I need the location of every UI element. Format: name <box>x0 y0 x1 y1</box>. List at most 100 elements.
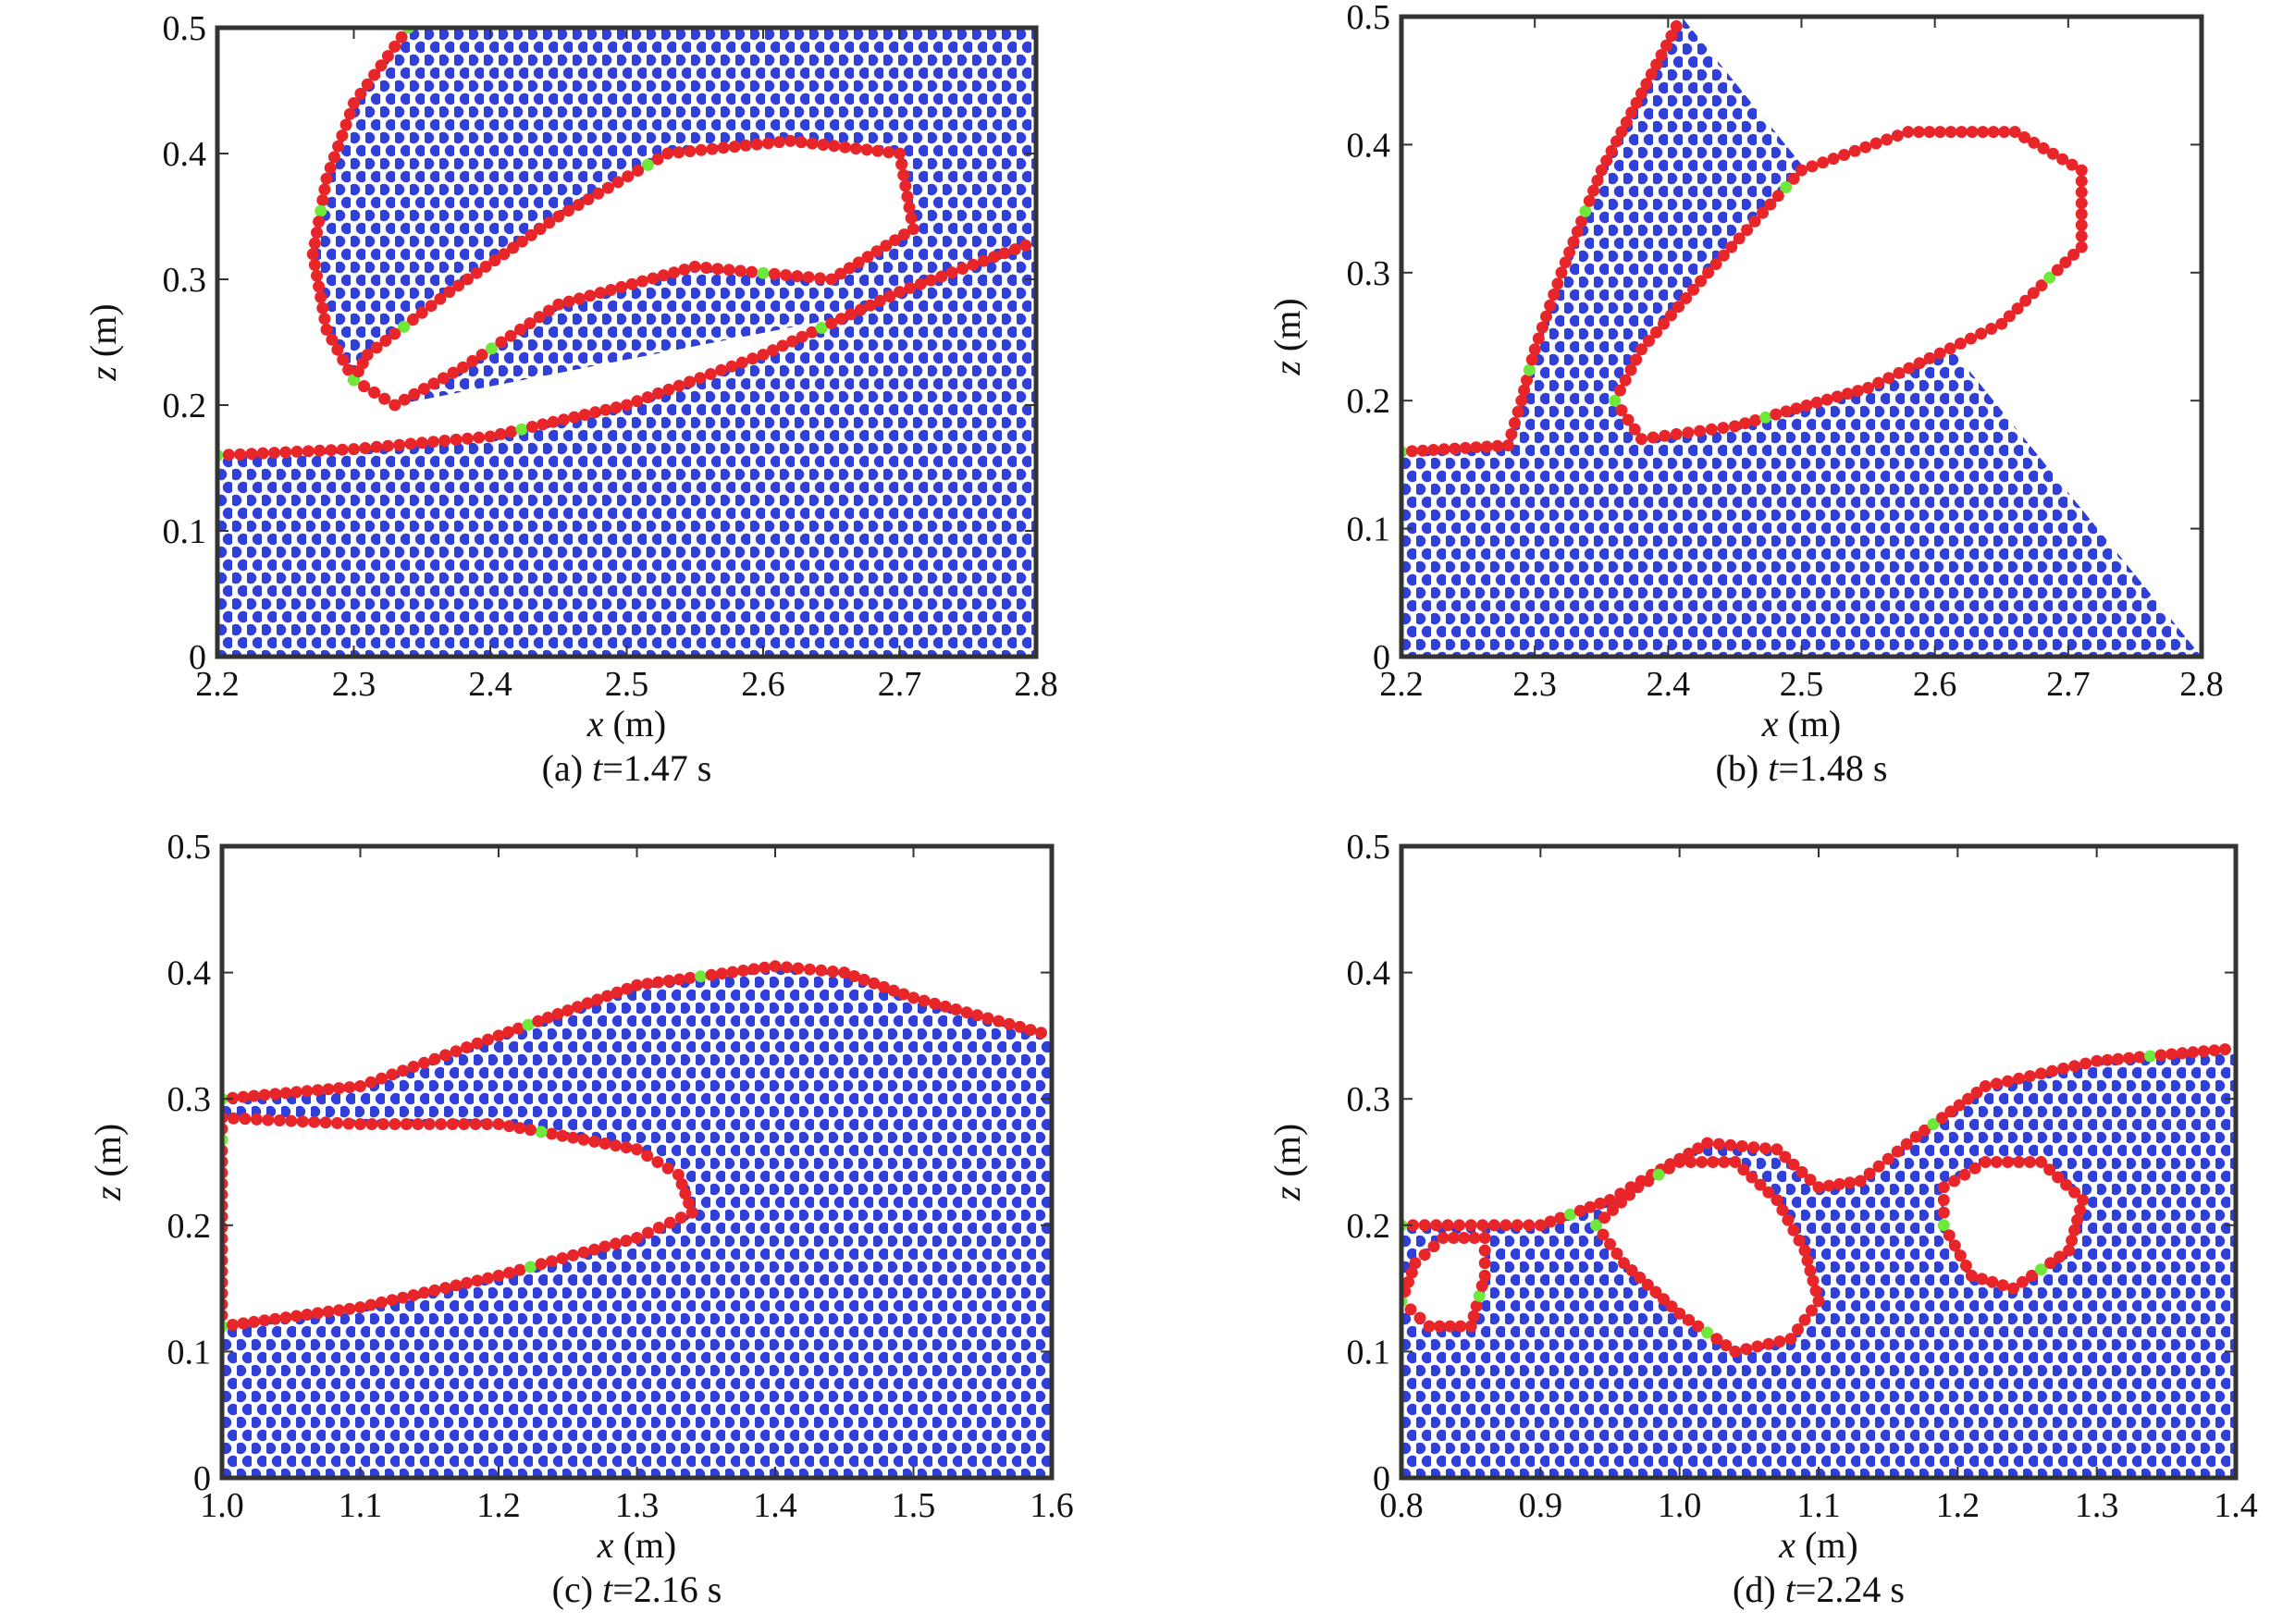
transition-particle <box>1579 204 1592 217</box>
surface-particle <box>381 439 394 452</box>
surface-particle <box>2197 1045 2210 1058</box>
surface-particle <box>498 248 511 261</box>
panel-caption: (a) t=1.47 s <box>542 747 712 789</box>
surface-particle <box>625 277 638 290</box>
surface-particle <box>903 201 916 214</box>
surface-particle <box>1014 1020 1026 1033</box>
surface-particle <box>234 448 247 461</box>
surface-particle <box>1453 1219 1466 1232</box>
surface-particle <box>1559 256 1572 269</box>
surface-particle <box>897 988 910 1001</box>
surface-particle <box>695 143 708 156</box>
surface-particle <box>939 1000 952 1013</box>
surface-particle <box>1717 422 1730 435</box>
x-tick-label: 2.5 <box>1780 665 1824 704</box>
surface-particle <box>1771 1194 1783 1206</box>
surface-particle <box>354 1301 366 1314</box>
surface-particle <box>843 262 856 275</box>
surface-particle <box>717 141 730 154</box>
surface-particle <box>269 1312 281 1325</box>
surface-particle <box>631 395 644 408</box>
y-tick-label: 0.1 <box>163 512 207 551</box>
x-tick-label: 2.2 <box>1379 665 1424 704</box>
surface-particle <box>988 251 1001 264</box>
surface-particle <box>1820 393 1833 406</box>
surface-particle <box>552 298 565 311</box>
surface-particle <box>319 1116 332 1129</box>
transition-particle <box>1564 1208 1576 1221</box>
surface-particle <box>683 1197 696 1210</box>
x-tick-label: 2.6 <box>1913 665 1957 704</box>
surface-particle <box>1427 444 1440 456</box>
surface-particle <box>725 360 738 373</box>
surface-particle <box>1613 384 1626 397</box>
fluid-particles <box>1401 1048 2236 1478</box>
surface-particle <box>1625 1264 1638 1277</box>
surface-particle <box>750 138 763 151</box>
surface-particle <box>379 335 392 347</box>
surface-particle <box>423 1118 436 1130</box>
surface-particle <box>950 1003 962 1015</box>
surface-particle <box>2052 1171 2065 1184</box>
surface-particle <box>397 1291 409 1304</box>
surface-particle <box>495 336 508 349</box>
surface-particle <box>2075 240 2088 253</box>
surface-particle <box>375 59 388 72</box>
y-tick-label: 0 <box>1373 1459 1390 1498</box>
surface-particle <box>1642 1175 1655 1187</box>
surface-particle <box>1610 135 1623 148</box>
surface-particle <box>1544 299 1557 312</box>
surface-particle <box>1630 96 1643 109</box>
surface-particle <box>1525 353 1538 366</box>
surface-particle <box>661 1162 674 1175</box>
surface-particle <box>2187 1046 2200 1059</box>
surface-particle <box>588 1135 600 1148</box>
surface-particle <box>1741 224 1754 237</box>
surface-particle <box>1024 1024 1037 1037</box>
y-tick-label: 0.1 <box>1347 1333 1391 1372</box>
surface-particle <box>368 386 381 399</box>
surface-particle <box>322 1083 335 1096</box>
surface-particle <box>815 964 828 977</box>
y-axis-label: z (m) <box>82 303 124 381</box>
surface-particle <box>1635 87 1647 100</box>
surface-particle <box>1809 1285 1822 1298</box>
surface-particle <box>556 1129 569 1142</box>
surface-particle <box>739 139 752 152</box>
surface-particle <box>845 308 858 321</box>
surface-particle <box>389 40 401 53</box>
x-tick-label: 0.9 <box>1519 1486 1563 1525</box>
surface-particle <box>407 1289 420 1301</box>
surface-particle <box>1534 1219 1547 1232</box>
surface-particle <box>482 1272 494 1285</box>
surface-particle <box>694 372 707 385</box>
surface-particle <box>641 978 654 990</box>
surface-particle <box>573 292 586 305</box>
surface-particle <box>967 258 980 271</box>
surface-particle <box>1600 154 1613 167</box>
surface-particle <box>706 142 719 155</box>
surface-particle <box>415 306 428 319</box>
surface-particle <box>1822 1179 1835 1192</box>
surface-particle <box>2054 1250 2067 1263</box>
surface-particle <box>591 993 604 1006</box>
air-cavity <box>353 141 914 405</box>
plot-area <box>1401 1043 2236 1478</box>
surface-particle <box>897 228 910 241</box>
surface-particle <box>407 1061 420 1073</box>
surface-particle <box>301 1309 314 1321</box>
surface-particle <box>735 356 748 369</box>
transition-particle <box>1759 411 1772 424</box>
surface-particle <box>776 339 789 352</box>
surface-particle <box>2037 141 2050 154</box>
surface-particle <box>1979 1156 1992 1168</box>
surface-particle <box>1468 1232 1481 1244</box>
surface-particle <box>588 1243 600 1256</box>
transition-particle <box>522 1018 535 1031</box>
surface-particle <box>620 1235 633 1248</box>
surface-particle <box>786 335 799 348</box>
y-tick-label: 0.2 <box>163 387 207 425</box>
surface-particle <box>652 387 664 400</box>
surface-particle <box>376 1296 388 1309</box>
surface-particle <box>481 1118 493 1130</box>
